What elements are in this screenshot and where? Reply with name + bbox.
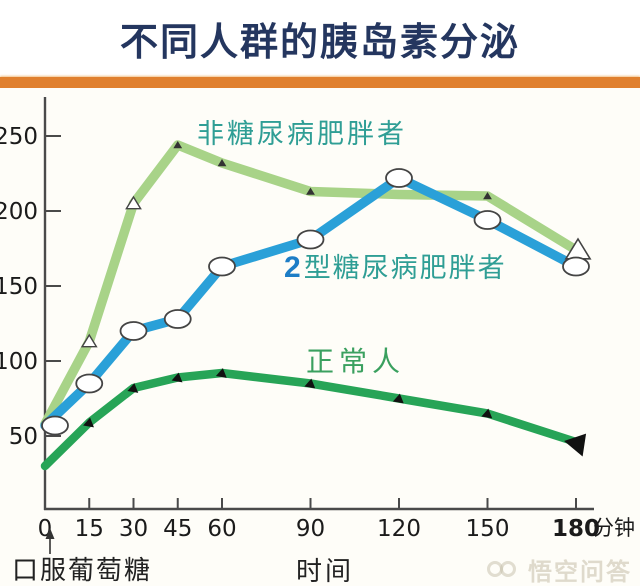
chart-background	[0, 88, 640, 586]
series-label-t2dm-text: 型糖尿病肥胖者	[303, 253, 507, 283]
series-label-nondiabetic-obese: 非糖尿病肥胖者	[197, 119, 407, 149]
origin-arrow-head	[45, 528, 55, 539]
x-axis-title: 时间	[296, 556, 355, 586]
marker-small-triangle	[483, 192, 492, 200]
marker-small-triangle	[217, 159, 227, 167]
marker-open-ellipse	[562, 256, 590, 277]
page-title: 不同人群的胰岛素分泌	[119, 22, 520, 64]
orange-divider	[0, 77, 640, 88]
y-tick-label: 50	[9, 424, 38, 450]
series-label-normal: 正常人	[306, 346, 406, 377]
marker-open-ellipse	[208, 256, 236, 277]
x-tick-label: 150	[466, 516, 510, 542]
y-tick-label: 100	[0, 349, 38, 375]
marker-filled-triangle	[127, 383, 139, 393]
marker-open-ellipse	[75, 373, 104, 394]
marker-open-ellipse	[296, 229, 325, 250]
x-tick-label: 90	[296, 516, 325, 542]
marker-filled-triangle	[83, 417, 94, 428]
header: 不同人群的胰岛素分泌	[0, 0, 640, 77]
marker-filled-triangle	[215, 368, 227, 378]
marker-filled-triangle	[392, 393, 404, 404]
watermark: 悟空问答	[487, 552, 632, 586]
series-label-t2dm-number: 2	[284, 251, 303, 284]
x-tick-label: 180	[552, 516, 600, 542]
watermark-text: 悟空问答	[528, 559, 632, 586]
marker-open-ellipse	[119, 321, 148, 341]
x-unit-label: 分钟	[593, 516, 635, 540]
series-label-t2dm-obese: 2型糖尿病肥胖者	[284, 246, 507, 285]
x-tick-label: 30	[119, 516, 148, 542]
marker-small-triangle	[306, 187, 315, 195]
marker-filled-triangle	[481, 408, 493, 419]
marker-open-ellipse	[163, 309, 192, 329]
oral-glucose-label: 口服葡萄糖	[12, 555, 153, 585]
marker-small-triangle	[173, 141, 183, 149]
marker-open-ellipse	[385, 168, 413, 188]
wukong-logo-icon	[487, 560, 521, 579]
x-tick-label: 15	[75, 516, 104, 542]
marker-open-ellipse	[473, 210, 502, 230]
marker-filled-triangle	[304, 378, 316, 389]
marker-filled-arrow	[564, 433, 587, 457]
marker-open-triangle	[125, 195, 142, 210]
marker-open-triangle	[80, 333, 98, 348]
marker-open-ellipse	[41, 415, 69, 436]
x-tick-label: 45	[163, 516, 192, 542]
x-tick-label: 60	[207, 516, 236, 542]
x-tick-label: 120	[377, 516, 421, 542]
y-tick-label: 200	[0, 199, 38, 225]
y-tick-label: 150	[0, 274, 38, 300]
y-tick-label: 250	[0, 124, 38, 150]
marker-filled-triangle	[171, 372, 183, 383]
